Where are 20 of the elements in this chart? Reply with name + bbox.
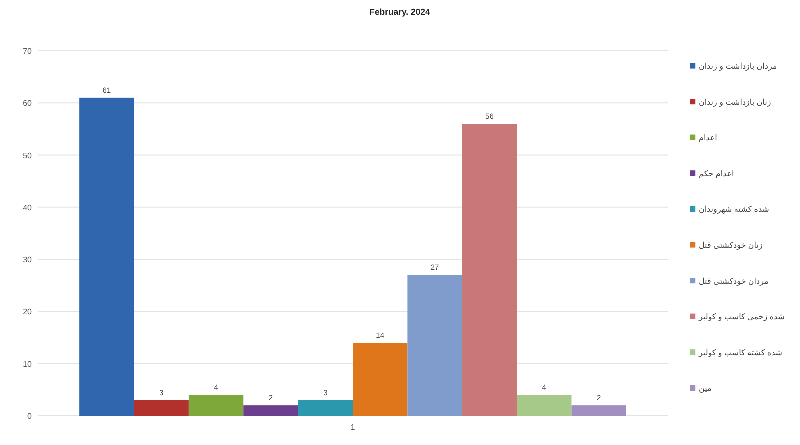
y-tick-label: 30 [23,256,32,265]
y-tick-label: 10 [23,360,32,369]
legend-label: شده کشته کاسب و کولبر [699,348,783,358]
y-tick-label: 60 [23,99,32,108]
legend-label: مردان خودکشتی قتل [699,276,769,286]
legend-label: اعدام حکم [699,169,734,178]
legend-label: شده کشته شهروندان [699,205,770,214]
legend-label: شده زخمی کاسب و کولبر [699,312,785,322]
legend-label: مردان بازداشت و زندان [699,62,778,71]
legend-label: زنان خودکشتی قتل [699,241,763,250]
chart-title: February. 2024 [370,7,430,17]
y-tick-label: 70 [23,47,32,56]
y-tick-label: 0 [28,412,32,421]
y-tick-label: 40 [23,203,32,212]
legend-label: مین [699,384,712,394]
y-tick-label: 20 [23,308,32,317]
legend-label: زنان بازداشت و زندان [699,98,772,107]
legend-label: اعدام [699,134,718,143]
y-tick-label: 50 [23,151,32,160]
x-tick-label: 1 [350,423,356,432]
